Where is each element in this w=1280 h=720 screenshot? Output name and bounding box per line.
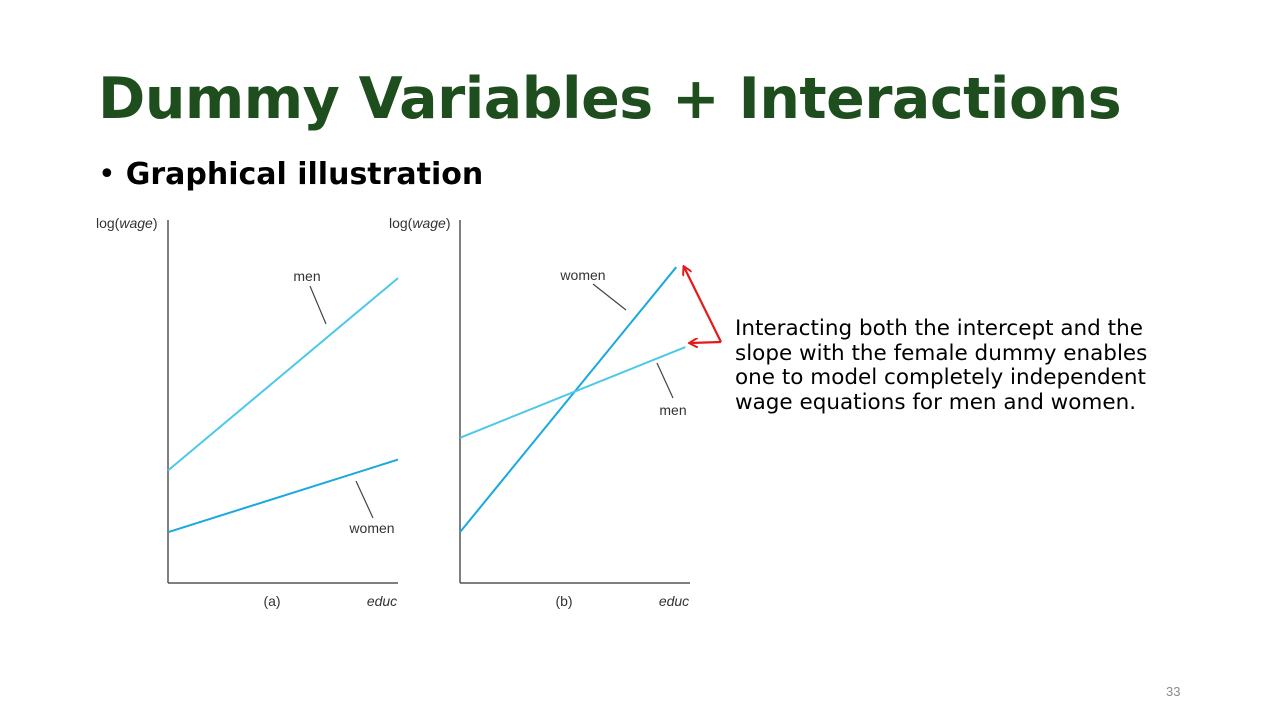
x-axis-label: educ <box>367 593 397 609</box>
slide-title: Dummy Variables + Interactions <box>98 66 1122 132</box>
series-line-men <box>459 346 686 439</box>
leader-line-women <box>355 480 374 519</box>
explanation-text: Interacting both the intercept and the s… <box>735 316 1148 415</box>
red-arrow-to-women <box>684 267 722 343</box>
series-label-women: women <box>559 267 605 283</box>
leader-line-men <box>656 362 674 399</box>
series-line-men <box>167 277 399 472</box>
bullet-item: • Graphical illustration <box>98 157 483 192</box>
x-axis-label: educ <box>659 593 689 609</box>
series-label-women: women <box>348 520 394 536</box>
panel-label: (a) <box>263 593 280 609</box>
series-line-women <box>167 458 399 534</box>
red-arrow-to-men <box>690 342 722 343</box>
series-label-men: men <box>293 268 320 284</box>
series-line-women <box>459 266 677 533</box>
leader-line-men <box>309 285 327 325</box>
y-axis-label: log(wage) <box>389 215 451 231</box>
leader-line-women <box>592 283 627 311</box>
chart-panel-a: log(wage) (a) educ men women <box>96 215 399 609</box>
panel-label: (b) <box>555 593 572 609</box>
y-axis-label: log(wage) <box>96 215 158 231</box>
bullet-dot: • <box>98 157 116 192</box>
page-number: 33 <box>1166 684 1181 699</box>
series-label-men: men <box>659 402 686 418</box>
chart-panel-b: log(wage) (b) educ women men <box>389 215 690 609</box>
bullet-text: Graphical illustration <box>125 157 484 192</box>
